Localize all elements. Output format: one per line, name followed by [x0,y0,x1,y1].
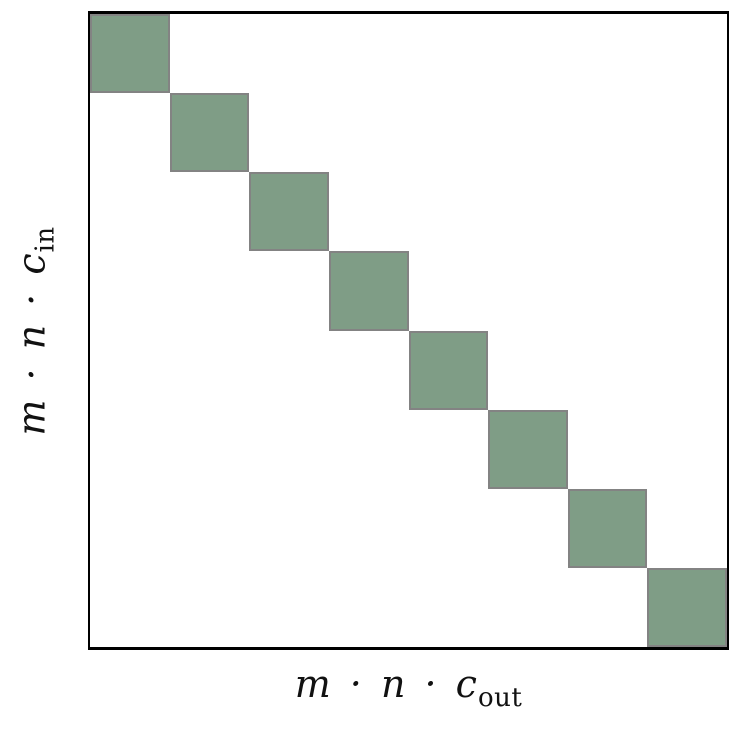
y-axis-label-main: m · n · c [10,252,55,436]
diagonal-block [647,567,727,647]
diagonal-block [169,93,250,173]
x-axis-label: m · n · cout [88,650,729,726]
diagonal-block [567,488,648,568]
matrix-plot [88,11,729,650]
diagonal-block [408,330,489,410]
y-axis-label-subscript: in [31,225,62,252]
x-axis-label-main: m · n · c [294,662,477,706]
x-axis-label-subscript: out [477,683,523,713]
diagonal-block [90,14,170,94]
diagonal-block [488,409,568,489]
diagonal-block [328,251,409,331]
x-axis-label-text: m · n · cout [295,665,523,711]
diagonal-block [249,172,329,252]
y-axis-label-text: m · n · cin [10,225,62,436]
y-axis-label: m · n · cin [0,11,72,650]
